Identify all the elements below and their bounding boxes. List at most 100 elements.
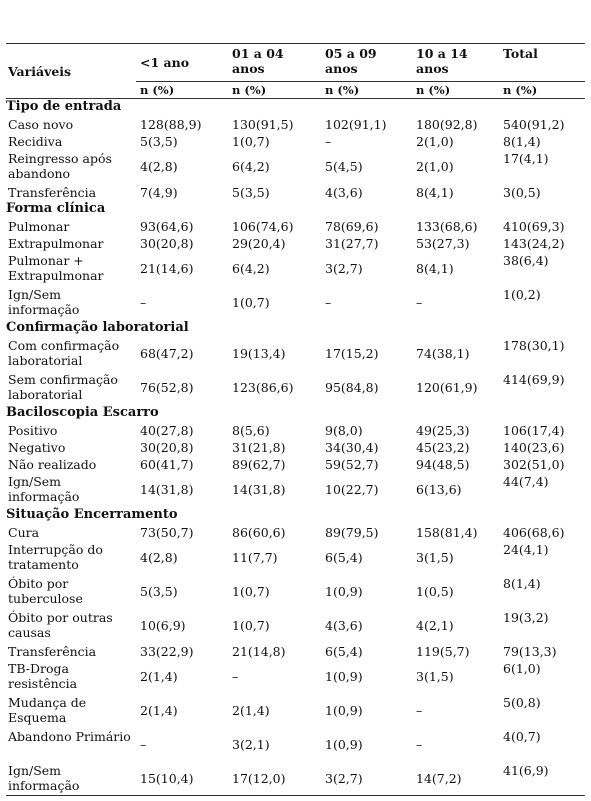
cell-lt1: 30(20,8)	[140, 236, 194, 251]
cell-10-14: 45(23,2)	[416, 440, 470, 455]
table-row: Extrapulmonar 30(20,8) 29(20,4) 31(27,7)…	[6, 235, 585, 252]
cell-10-14: –	[416, 703, 423, 718]
cell-lt1: 5(3,5)	[140, 584, 178, 599]
cell-05-09: 4(3,6)	[325, 618, 363, 633]
cell-lt1: 2(1,4)	[140, 669, 178, 684]
cell-total: 106(17,4)	[503, 423, 565, 438]
cell-01-04: –	[232, 669, 239, 684]
cell-01-04: 106(74,6)	[232, 219, 294, 234]
cell-total: 6(1,0)	[503, 661, 541, 676]
cell-01-04: 6(4,2)	[232, 261, 270, 276]
cell-total: 302(51,0)	[503, 457, 565, 472]
cell-10-14: 2(1,0)	[416, 159, 454, 174]
table-row: Pulmonar + Extrapulmonar 21(14,6) 6(4,2)…	[6, 252, 585, 286]
row-label: Ign/Sem informação	[8, 474, 80, 504]
cell-01-04: 1(0,7)	[232, 134, 270, 149]
cell-01-04: 89(62,7)	[232, 457, 286, 472]
cell-10-14: 158(81,4)	[416, 525, 478, 540]
cell-10-14: 53(27,3)	[416, 236, 470, 251]
row-label: Cura	[8, 525, 40, 540]
cell-05-09: 4(3,6)	[325, 185, 363, 200]
cell-total: 4(0,7)	[503, 729, 541, 744]
table-row: Ign/Sem informação – 1(0,7) – – 1(0,2)	[6, 286, 585, 320]
cell-01-04: 6(4,2)	[232, 159, 270, 174]
cell-10-14: 3(1,5)	[416, 669, 454, 684]
cell-total: 414(69,9)	[503, 372, 565, 387]
row-label: Caso novo	[8, 117, 74, 132]
table-row: Transferência 7(4,9) 5(3,5) 4(3,6) 8(4,1…	[6, 184, 585, 201]
table-row: Cura 73(50,7) 86(60,6) 89(79,5) 158(81,4…	[6, 524, 585, 541]
section-title: Baciloscopia Escarro	[6, 405, 159, 420]
cell-total: 24(4,1)	[503, 542, 549, 557]
cell-total: 38(6,4)	[503, 253, 549, 268]
cell-total: 406(68,6)	[503, 525, 565, 540]
cell-05-09: 10(22,7)	[325, 482, 379, 497]
cell-01-04: 17(12,0)	[232, 771, 286, 786]
subheader-n-pct: n (%)	[416, 83, 451, 97]
cell-10-14: 120(61,9)	[416, 380, 478, 395]
cell-lt1: 14(31,8)	[140, 482, 194, 497]
cell-05-09: 1(0,9)	[325, 584, 363, 599]
row-label: Transferência	[8, 644, 97, 659]
cell-01-04: 123(86,6)	[232, 380, 294, 395]
row-label: Abandono Primário	[8, 729, 131, 744]
cell-01-04: 31(21,8)	[232, 440, 286, 455]
table-row: Ign/Sem informação 14(31,8) 14(31,8) 10(…	[6, 473, 585, 507]
subheader-n-pct: n (%)	[325, 83, 360, 97]
header-total: Total	[503, 46, 538, 61]
cell-10-14: 74(38,1)	[416, 346, 470, 361]
subheader-n-pct: n (%)	[232, 83, 267, 97]
cell-total: 1(0,2)	[503, 287, 541, 302]
cell-lt1: –	[140, 295, 147, 310]
cell-01-04: 29(20,4)	[232, 236, 286, 251]
row-label: Pulmonar	[8, 219, 70, 234]
cell-05-09: –	[325, 295, 332, 310]
cell-05-09: 6(5,4)	[325, 644, 363, 659]
cell-total: 143(24,2)	[503, 236, 565, 251]
cell-05-09: 89(79,5)	[325, 525, 379, 540]
subheader-n-pct: n (%)	[503, 83, 538, 97]
subheader-row: n (%) n (%) n (%) n (%) n (%)	[6, 83, 585, 99]
cell-10-14: 14(7,2)	[416, 771, 462, 786]
row-label: Pulmonar + Extrapulmonar	[8, 253, 104, 283]
top-rule	[6, 43, 585, 44]
cell-total: 5(0,8)	[503, 695, 541, 710]
table-row: Caso novo 128(88,9) 130(91,5) 102(91,1) …	[6, 116, 585, 133]
cell-lt1: 68(47,2)	[140, 346, 194, 361]
section-title: Confirmação laboratorial	[6, 320, 189, 335]
cell-10-14: 6(13,6)	[416, 482, 462, 497]
cell-05-09: 3(2,7)	[325, 771, 363, 786]
cell-05-09: 31(27,7)	[325, 236, 379, 251]
row-label: Ign/Sem informação	[8, 287, 80, 317]
cell-05-09: 34(30,4)	[325, 440, 379, 455]
cell-lt1: 4(2,8)	[140, 159, 178, 174]
cell-lt1: 30(20,8)	[140, 440, 194, 455]
cell-total: 79(13,3)	[503, 644, 557, 659]
header-05-09-anos: 05 a 09 anos	[325, 46, 377, 76]
row-label: Negativo	[8, 440, 66, 455]
subheader-n-pct: n (%)	[140, 83, 175, 97]
table-row: Mudança de Esquema 2(1,4) 2(1,4) 1(0,9) …	[6, 694, 585, 728]
table-row: Positivo 40(27,8) 8(5,6) 9(8,0) 49(25,3)…	[6, 422, 585, 439]
cell-05-09: 5(4,5)	[325, 159, 363, 174]
bottom-rule	[6, 795, 585, 796]
cell-05-09: 17(15,2)	[325, 346, 379, 361]
cell-lt1: 7(4,9)	[140, 185, 178, 200]
row-label: Sem confirmação laboratorial	[8, 372, 118, 402]
cell-lt1: 76(52,8)	[140, 380, 194, 395]
row-label: Interrupção do tratamento	[8, 542, 103, 572]
cell-05-09: 95(84,8)	[325, 380, 379, 395]
cell-lt1: 40(27,8)	[140, 423, 194, 438]
header-01-04-anos: 01 a 04 anos	[232, 46, 284, 76]
table-row: Negativo 30(20,8) 31(21,8) 34(30,4) 45(2…	[6, 439, 585, 456]
cell-total: 178(30,1)	[503, 338, 565, 353]
cell-total: 41(6,9)	[503, 763, 549, 778]
cell-10-14: 180(92,8)	[416, 117, 478, 132]
cell-lt1: 15(10,4)	[140, 771, 194, 786]
cell-10-14: 2(1,0)	[416, 134, 454, 149]
header-10-14-anos: 10 a 14 anos	[416, 46, 468, 76]
cell-10-14: –	[416, 737, 423, 752]
cell-05-09: 1(0,9)	[325, 669, 363, 684]
cell-10-14: 1(0,5)	[416, 584, 454, 599]
cell-10-14: 8(4,1)	[416, 261, 454, 276]
